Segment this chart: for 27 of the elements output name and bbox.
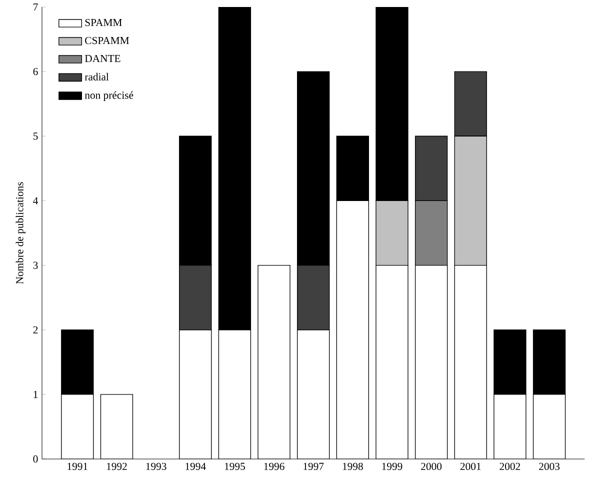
legend-label: radial <box>84 72 109 80</box>
y-tick-label: 7 <box>34 4 38 10</box>
legend-label: CSPAMM <box>85 36 130 44</box>
x-tick-label: 2002 <box>500 462 520 470</box>
y-tick-label: 4 <box>33 197 38 204</box>
legend-label: DANTE <box>84 54 120 62</box>
y-tick-label: 5 <box>33 132 38 140</box>
x-tick-label: 1994 <box>186 462 206 470</box>
x-tick-label: 1997 <box>304 462 324 470</box>
x-tick-label: 2003 <box>539 462 560 470</box>
y-tick-label: 2 <box>33 326 38 334</box>
x-tick-label: 2001 <box>460 462 481 470</box>
y-tick-label: 1 <box>34 390 38 398</box>
x-tick-label: 1999 <box>382 462 402 470</box>
x-tick-label: 1998 <box>342 462 363 470</box>
legend-label: non précisé <box>84 91 134 101</box>
x-tick-label: 1996 <box>264 462 284 470</box>
x-tick-label: 1992 <box>106 462 127 470</box>
y-tick-label: 6 <box>33 68 38 76</box>
y-tick-label: 3 <box>33 262 38 269</box>
y-tick-label: 0 <box>33 455 38 463</box>
x-tick-label: 2000 <box>421 462 442 470</box>
x-tick-label: 1993 <box>146 462 166 470</box>
legend-label: SPAMM <box>85 18 122 26</box>
x-tick-label: 1991 <box>68 462 88 470</box>
y-axis-title: Nombre de publications <box>16 182 26 284</box>
x-tick-label: 1995 <box>224 462 245 470</box>
